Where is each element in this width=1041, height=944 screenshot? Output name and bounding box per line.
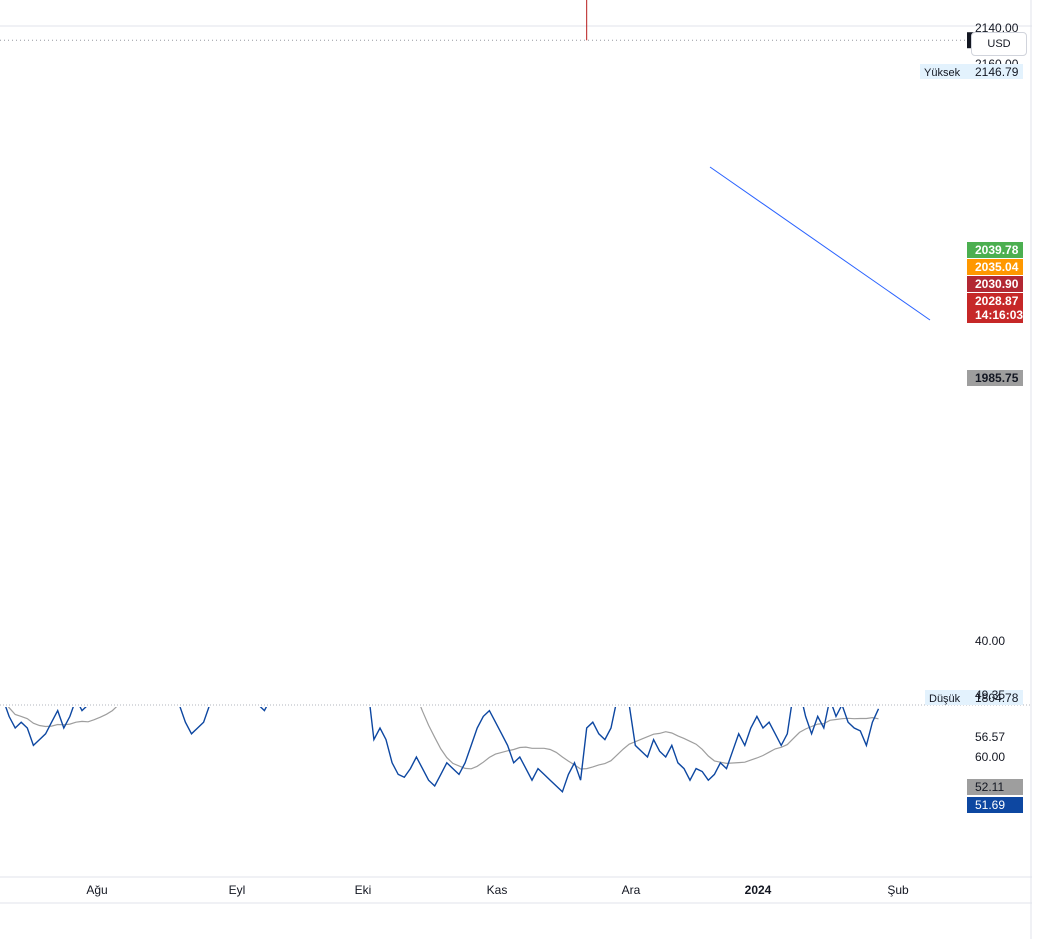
x-tick-label: Eki <box>355 883 372 897</box>
x-tick-label: Eyl <box>229 883 246 897</box>
y-tick-label: 2140.00 <box>975 21 1019 35</box>
candle <box>586 0 588 41</box>
price-label: 2035.04 <box>967 259 1023 275</box>
rsi-value-bg <box>967 779 1023 795</box>
price-label: 1985.75 <box>967 370 1023 386</box>
currency-button[interactable]: USD <box>971 32 1027 56</box>
price-label-bg <box>967 276 1023 292</box>
price-label: 2039.78 <box>967 242 1023 258</box>
x-tick-label: 2024 <box>745 883 772 897</box>
low-bg <box>925 690 1023 705</box>
high-marker: Yüksek 2146.79 <box>920 64 1023 79</box>
high-value: 2146.79 <box>975 65 1019 79</box>
high-bg <box>920 64 1023 79</box>
rsi-line <box>5 707 880 794</box>
low-label: Düşük <box>929 693 961 705</box>
low-value: 1804.78 <box>975 691 1019 705</box>
rsi-ma-line <box>7 707 879 770</box>
rsi-tick-label: 49.35 <box>975 688 1005 702</box>
price-label-bg <box>967 307 1023 323</box>
rsi-tick-label: 40.00 <box>975 634 1005 648</box>
rsi-value-label: 52.11 <box>967 779 1023 795</box>
price-label-text: 2039.78 <box>975 243 1019 257</box>
price-label-bg <box>967 259 1023 275</box>
price-label-bg <box>967 242 1023 258</box>
rsi-value-bg <box>967 797 1023 813</box>
rsi-value-label: 51.69 <box>967 797 1023 813</box>
price-label: 2030.90 <box>967 276 1023 292</box>
rsi-value-text: 51.69 <box>975 798 1005 812</box>
rsi-tick-label: 56.57 <box>975 730 1005 744</box>
price-label-text: 2028.87 <box>975 294 1019 308</box>
rsi-tick-label: 60.00 <box>975 750 1005 764</box>
price-label: 2028.87 <box>967 293 1023 309</box>
price-label-text: 1985.75 <box>975 371 1019 385</box>
price-label-bg <box>967 370 1023 386</box>
high-label: Yüksek <box>924 67 961 79</box>
price-label-text: 2030.90 <box>975 277 1019 291</box>
price-label-text: 14:16:03 <box>975 308 1023 322</box>
x-tick-label: Ağu <box>86 883 107 897</box>
x-tick-label: Şub <box>887 883 909 897</box>
price-label: 14:16:03 <box>967 307 1023 323</box>
trend-line <box>709 166 931 321</box>
price-label-bg <box>967 293 1023 309</box>
x-tick-label: Kas <box>487 883 508 897</box>
x-tick-label: Ara <box>622 883 641 897</box>
low-marker: Düşük 1804.78 <box>925 690 1023 705</box>
price-label-text: 2035.04 <box>975 260 1019 274</box>
rsi-value-text: 52.11 <box>975 780 1004 794</box>
